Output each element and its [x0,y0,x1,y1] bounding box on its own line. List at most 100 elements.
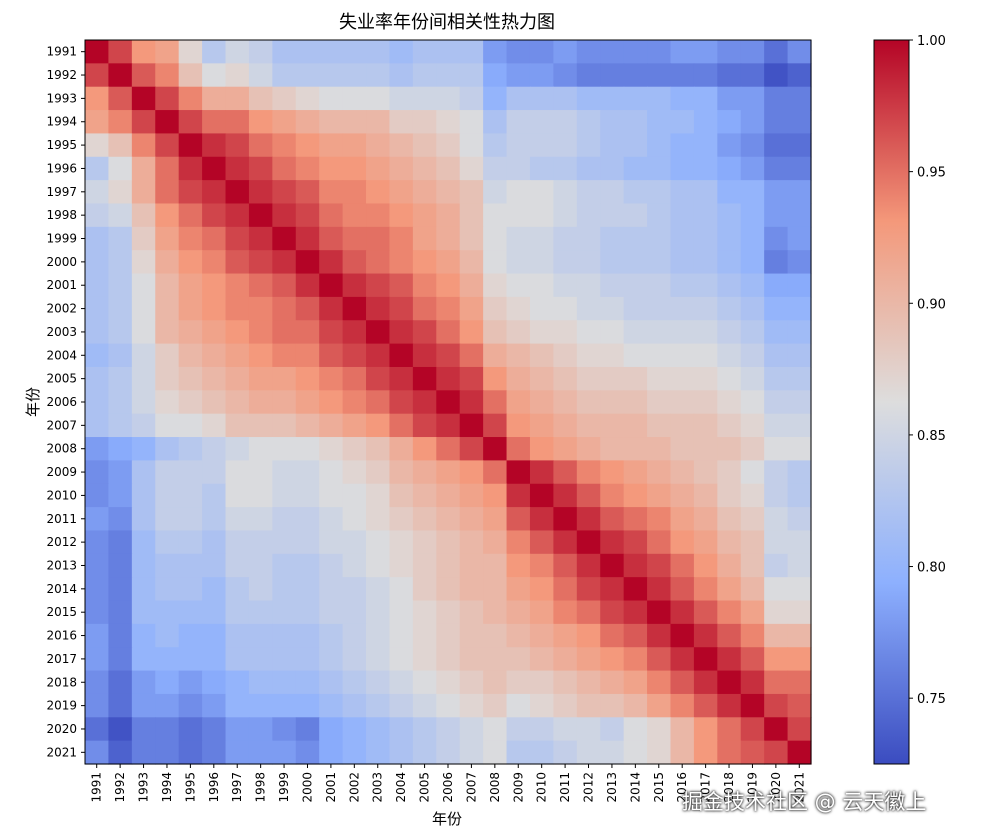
heatmap-cell [85,320,110,345]
heatmap-cell [600,226,625,251]
x-tick-label: 2010 [535,772,549,803]
heatmap-cell [366,180,391,205]
heatmap-cell [623,670,648,695]
heatmap-cell [295,296,320,321]
heatmap-cell [319,740,344,765]
heatmap-cell [319,40,344,64]
heatmap-cell [436,156,461,181]
heatmap-cell [342,133,367,158]
heatmap-cell [576,180,601,205]
y-tick-label: 2016 [46,629,77,643]
heatmap-cell [412,717,437,742]
heatmap-cell [178,40,203,64]
heatmap-cell [787,40,812,64]
heatmap-cell [319,483,344,508]
heatmap-cell [717,156,742,181]
heatmap-cell [85,63,110,88]
heatmap-cell [436,623,461,648]
heatmap-cell [717,553,742,578]
y-tick-label: 1991 [46,45,77,59]
heatmap-cell [693,156,718,181]
heatmap-cell [529,203,554,228]
heatmap-cell [225,693,250,718]
heatmap-cell [740,577,765,602]
heatmap-cell [366,670,391,695]
y-tick-label: 2019 [46,699,77,713]
heatmap-cell [764,110,789,135]
heatmap-cell [295,623,320,648]
heatmap-cell [693,693,718,718]
heatmap-cell [764,647,789,672]
heatmap-cell [576,553,601,578]
heatmap-cell [764,180,789,205]
x-tick-label: 2000 [300,772,314,803]
heatmap-cell [717,577,742,602]
heatmap-cell [202,390,227,415]
heatmap-cell [576,86,601,111]
heatmap-cell [576,390,601,415]
heatmap-cell [131,507,156,532]
heatmap-cell [670,600,695,625]
heatmap-cell [342,460,367,485]
heatmap-cell [412,553,437,578]
heatmap-cell [506,366,531,391]
heatmap-cell [670,110,695,135]
heatmap-cell [412,133,437,158]
heatmap-cell [693,647,718,672]
heatmap-cell [155,670,180,695]
heatmap-cell [717,413,742,438]
heatmap-cell [202,156,227,181]
heatmap-cell [647,693,672,718]
heatmap-cell [506,530,531,555]
heatmap-cell [787,647,812,672]
heatmap-cell [506,156,531,181]
heatmap-cell [740,413,765,438]
heatmap-cell [459,250,484,275]
heatmap-cell [248,133,273,158]
heatmap-cell [459,670,484,695]
heatmap-cell [295,40,320,64]
heatmap-cell [600,600,625,625]
heatmap-cell [202,647,227,672]
heatmap-cell [483,343,508,368]
heatmap-cell [506,273,531,298]
heatmap-cell [436,63,461,88]
heatmap-cell [295,250,320,275]
heatmap-cell [108,226,133,251]
heatmap-cell [764,507,789,532]
heatmap-cell [389,507,414,532]
heatmap-cell [202,86,227,111]
heatmap-cell [506,86,531,111]
x-tick-label: 2020 [769,772,783,803]
heatmap-cell [366,600,391,625]
heatmap-cell [717,250,742,275]
heatmap-cell [436,226,461,251]
heatmap-cell [740,133,765,158]
heatmap-cell [225,203,250,228]
heatmap-cell [85,740,110,765]
y-tick-label: 2012 [46,535,77,549]
heatmap-cell [248,343,273,368]
heatmap-cell [506,693,531,718]
heatmap-cell [178,63,203,88]
heatmap-cell [178,203,203,228]
heatmap-cell [389,366,414,391]
heatmap-cell [623,647,648,672]
heatmap-cell [576,577,601,602]
x-tick-label: 2004 [394,772,408,803]
heatmap-cell [670,530,695,555]
heatmap-cell [202,413,227,438]
heatmap-cell [225,366,250,391]
heatmap-cell [295,110,320,135]
heatmap-cell [108,343,133,368]
heatmap-cell [342,320,367,345]
heatmap-cell [155,717,180,742]
heatmap-cell [295,413,320,438]
heatmap-cell [178,483,203,508]
heatmap-cell [412,507,437,532]
heatmap-cell [412,460,437,485]
heatmap-cell [529,623,554,648]
heatmap-cell [389,460,414,485]
heatmap-cell [717,530,742,555]
heatmap-cell [389,530,414,555]
